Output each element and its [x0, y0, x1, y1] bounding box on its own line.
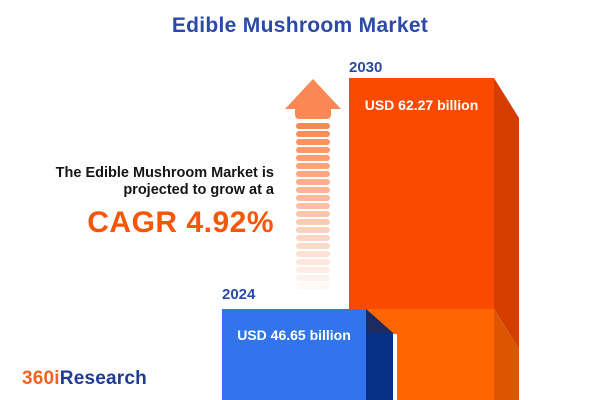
arrow-stripes [296, 123, 330, 289]
bar-2030-side-bottom [494, 309, 519, 400]
bar-2024-year-label: 2024 [222, 286, 256, 303]
brand-logo: 360iResearch [22, 368, 147, 390]
bar-gap-highlight [393, 334, 397, 400]
growth-statement: The Edible Mushroom Market is projected … [30, 165, 274, 240]
bar-2024-value-label: USD 46.65 billion [237, 327, 351, 343]
bar-2030-value-label: USD 62.27 billion [364, 97, 479, 113]
cagr-value: CAGR 4.92% [87, 206, 274, 239]
bar-2030-side-top [494, 78, 519, 349]
bar-2030-year-label: 2030 [349, 59, 383, 76]
growth-arrow-icon [285, 79, 341, 289]
bar-2030-front-top [349, 78, 494, 309]
growth-statement-line1: The Edible Mushroom Market is [55, 165, 274, 181]
brand-logo-prefix: 360i [22, 368, 60, 389]
brand-logo-suffix: Research [59, 368, 147, 389]
bar-2024-front [222, 309, 366, 400]
bar-2024-side-slant [366, 309, 393, 333]
growth-statement-line2: projected to grow at a [123, 182, 274, 198]
page-title: Edible Mushroom Market [171, 14, 429, 37]
